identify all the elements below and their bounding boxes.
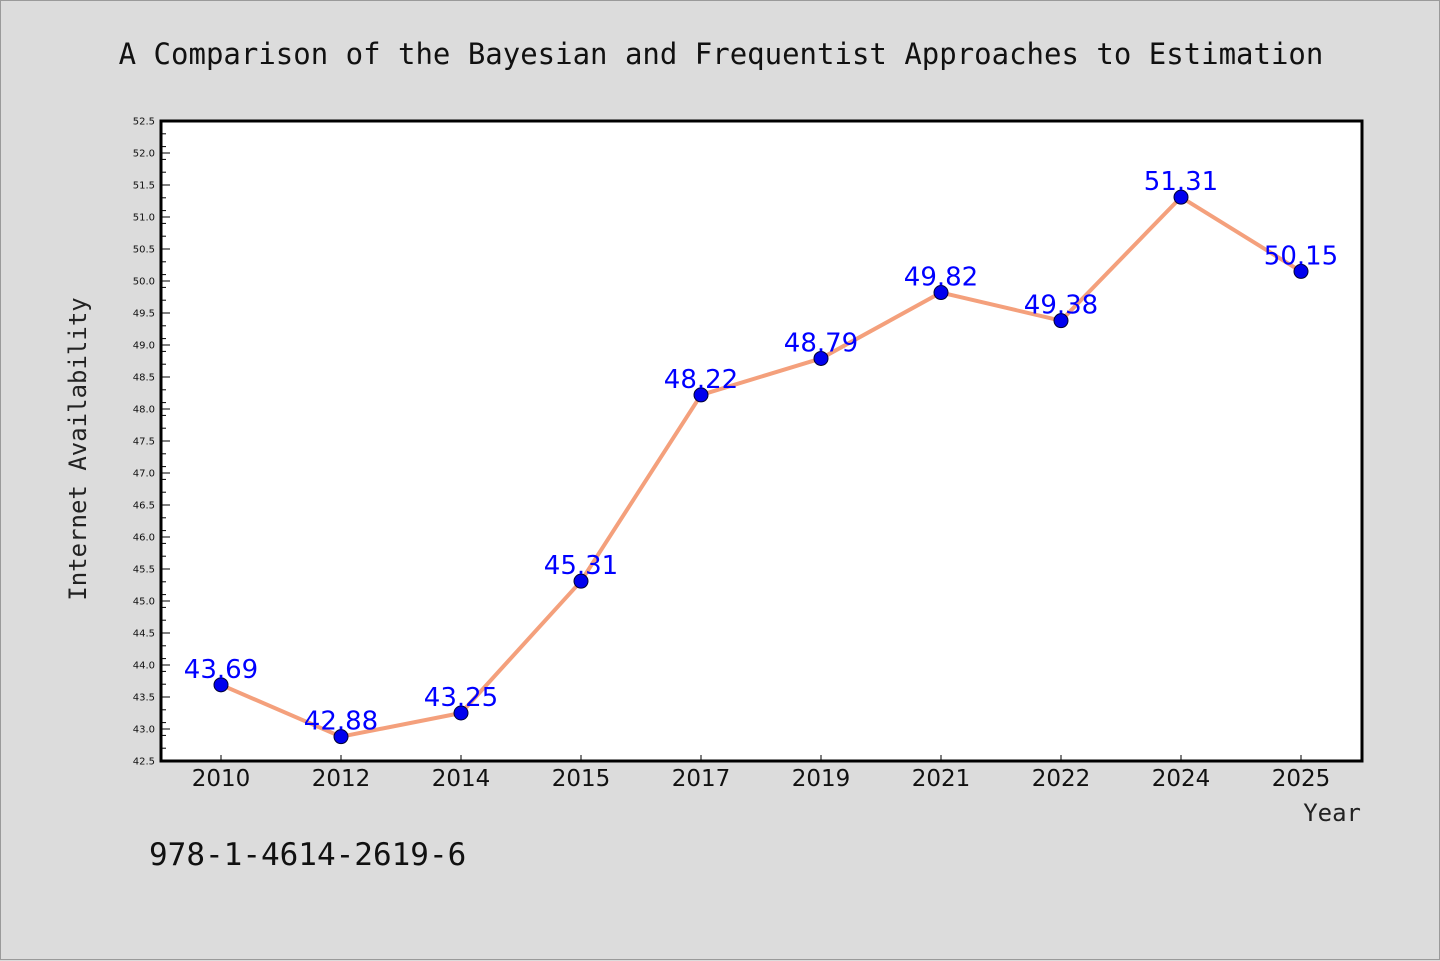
data-point <box>1173 189 1189 205</box>
data-label: 42.88 <box>304 707 378 737</box>
y-tick-label: 52.0 <box>133 149 155 160</box>
x-tick-label: 2025 <box>1272 766 1331 792</box>
x-tick-label: 2021 <box>912 766 971 792</box>
data-point <box>1053 313 1069 329</box>
y-tick-label: 44.5 <box>133 629 155 640</box>
x-axis-label: Year <box>1303 799 1361 827</box>
data-point <box>693 387 709 403</box>
data-label: 45.31 <box>544 551 618 581</box>
x-tick-label: 2012 <box>312 766 371 792</box>
x-tick-label: 2010 <box>192 766 251 792</box>
data-label: 48.79 <box>784 328 858 358</box>
x-tick-label: 2017 <box>672 766 731 792</box>
data-label: 49.82 <box>904 263 978 293</box>
data-point <box>213 677 229 693</box>
data-label: 51.31 <box>1144 167 1218 197</box>
data-point <box>1293 263 1309 279</box>
x-tick-label: 2015 <box>552 766 611 792</box>
x-tick-label: 2022 <box>1032 766 1091 792</box>
y-tick-label: 42.5 <box>133 757 155 768</box>
chart-title: A Comparison of the Bayesian and Frequen… <box>119 37 1324 71</box>
isbn-text: 978-1-4614-2619-6 <box>149 837 466 873</box>
x-axis-ticks: 2010 2012 2014 2015 2017 2019 2021 2022 2024 2025 <box>192 755 1331 792</box>
y-tick-label: 45.5 <box>133 565 155 576</box>
data-point <box>453 705 469 721</box>
plot-border <box>159 119 1364 763</box>
y-tick-label: 50.5 <box>133 245 155 256</box>
data-point <box>813 350 829 366</box>
x-tick-label: 2019 <box>792 766 851 792</box>
x-tick-label: 2024 <box>1152 766 1211 792</box>
data-label: 48.22 <box>664 365 738 395</box>
y-tick-label: 43.0 <box>133 725 155 736</box>
y-tick-label: 48.5 <box>133 373 155 384</box>
data-label: 43.69 <box>184 655 258 685</box>
series-group <box>213 189 1309 745</box>
y-tick-label: 45.0 <box>133 597 155 608</box>
data-point <box>573 573 589 589</box>
y-tick-label: 46.5 <box>133 501 155 512</box>
y-tick-label: 43.5 <box>133 693 155 704</box>
data-label-group: 43.69 42.88 43.25 45.31 48.22 48.79 49.82 49.38… <box>184 167 1338 737</box>
y-tick-label: 48.0 <box>133 405 155 416</box>
y-tick-label: 52.5 <box>133 117 155 128</box>
y-tick-label: 50.0 <box>133 277 155 288</box>
data-label: 50.15 <box>1264 241 1338 271</box>
plot-area <box>161 121 1362 761</box>
data-label: 49.38 <box>1024 291 1098 321</box>
y-axis-label: Internet Availability <box>64 297 92 600</box>
x-tick-label: 2014 <box>432 766 491 792</box>
data-point <box>933 285 949 301</box>
y-tick-label: 51.0 <box>133 213 155 224</box>
y-tick-label: 47.5 <box>133 437 155 448</box>
y-tick-label: 47.0 <box>133 469 155 480</box>
y-tick-label: 46.0 <box>133 533 155 544</box>
y-tick-label: 44.0 <box>133 661 155 672</box>
data-point <box>333 729 349 745</box>
data-label: 43.25 <box>424 683 498 713</box>
series-line <box>220 195 1303 739</box>
y-tick-label: 49.5 <box>133 309 155 320</box>
y-tick-label: 49.0 <box>133 341 155 352</box>
y-tick-label: 51.5 <box>133 181 155 192</box>
